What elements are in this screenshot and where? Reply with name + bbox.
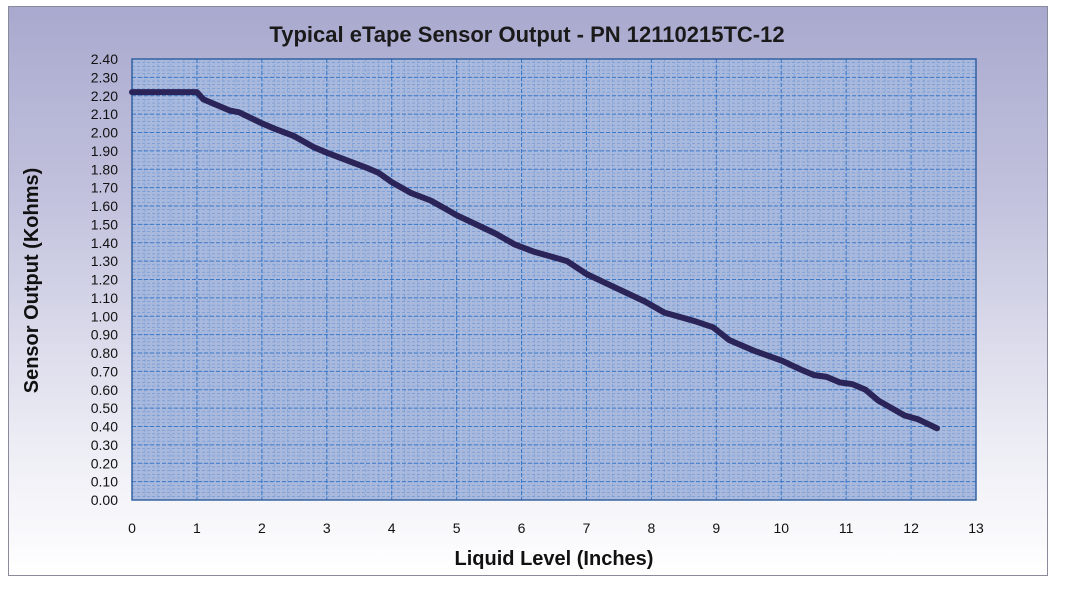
y-tick-label: 1.80 — [91, 161, 118, 177]
x-tick-label: 5 — [453, 520, 461, 536]
y-tick-label: 0.90 — [91, 327, 118, 343]
y-tick-label: 0.70 — [91, 363, 118, 379]
x-tick-label: 0 — [128, 520, 136, 536]
x-tick-label: 6 — [518, 520, 526, 536]
y-tick-label: 1.70 — [91, 180, 118, 196]
y-tick-label: 0.20 — [91, 455, 118, 471]
x-tick-label: 2 — [258, 520, 266, 536]
y-tick-label: 0.50 — [91, 400, 118, 416]
major-grid — [131, 58, 977, 501]
y-tick-label: 0.60 — [91, 382, 118, 398]
x-tick-label: 1 — [193, 520, 201, 536]
y-tick-label: 2.10 — [91, 106, 118, 122]
x-tick-label: 4 — [388, 520, 396, 536]
x-tick-label: 7 — [583, 520, 591, 536]
y-tick-label: 0.40 — [91, 419, 118, 435]
x-tick-label: 13 — [968, 520, 984, 536]
y-tick-label: 2.00 — [91, 125, 118, 141]
series-line — [129, 89, 940, 432]
x-tick-label: 3 — [323, 520, 331, 536]
y-tick-label: 2.20 — [91, 88, 118, 104]
y-tick-label: 2.30 — [91, 69, 118, 85]
x-tick-label: 10 — [773, 520, 789, 536]
x-tick-label: 9 — [712, 520, 720, 536]
y-tick-label: 0.10 — [91, 474, 118, 490]
y-axis-title: Sensor Output (Kohms) — [21, 168, 43, 394]
minor-grid — [131, 58, 977, 501]
y-tick-label: 1.60 — [91, 198, 118, 214]
x-tick-label: 12 — [903, 520, 919, 536]
y-tick-label: 1.40 — [91, 235, 118, 251]
x-tick-label: 8 — [647, 520, 655, 536]
y-tick-label: 1.50 — [91, 216, 118, 232]
plot-border — [131, 58, 977, 501]
chart-title: Typical eTape Sensor Output - PN 1211021… — [269, 22, 785, 47]
y-tick-label: 2.40 — [91, 51, 118, 67]
y-tick-labels: 0.00 0.10 0.20 0.30 0.40 0.50 0.60 0.70 0.80 0.90… — [91, 51, 118, 508]
x-axis-title: Liquid Level (Inches) — [455, 548, 654, 570]
y-tick-label: 1.10 — [91, 290, 118, 306]
y-tick-label: 0.00 — [91, 492, 118, 508]
y-tick-label: 0.30 — [91, 437, 118, 453]
x-tick-label: 11 — [839, 520, 854, 536]
x-tick-labels: 0 1 2 3 4 5 6 7 8 9 10 11 12 13 — [128, 520, 984, 536]
y-tick-label: 1.90 — [91, 143, 118, 159]
y-tick-label: 1.20 — [91, 272, 118, 288]
y-tick-label: 1.00 — [91, 308, 118, 324]
y-tick-label: 0.80 — [91, 345, 118, 361]
y-tick-label: 1.30 — [91, 253, 118, 269]
